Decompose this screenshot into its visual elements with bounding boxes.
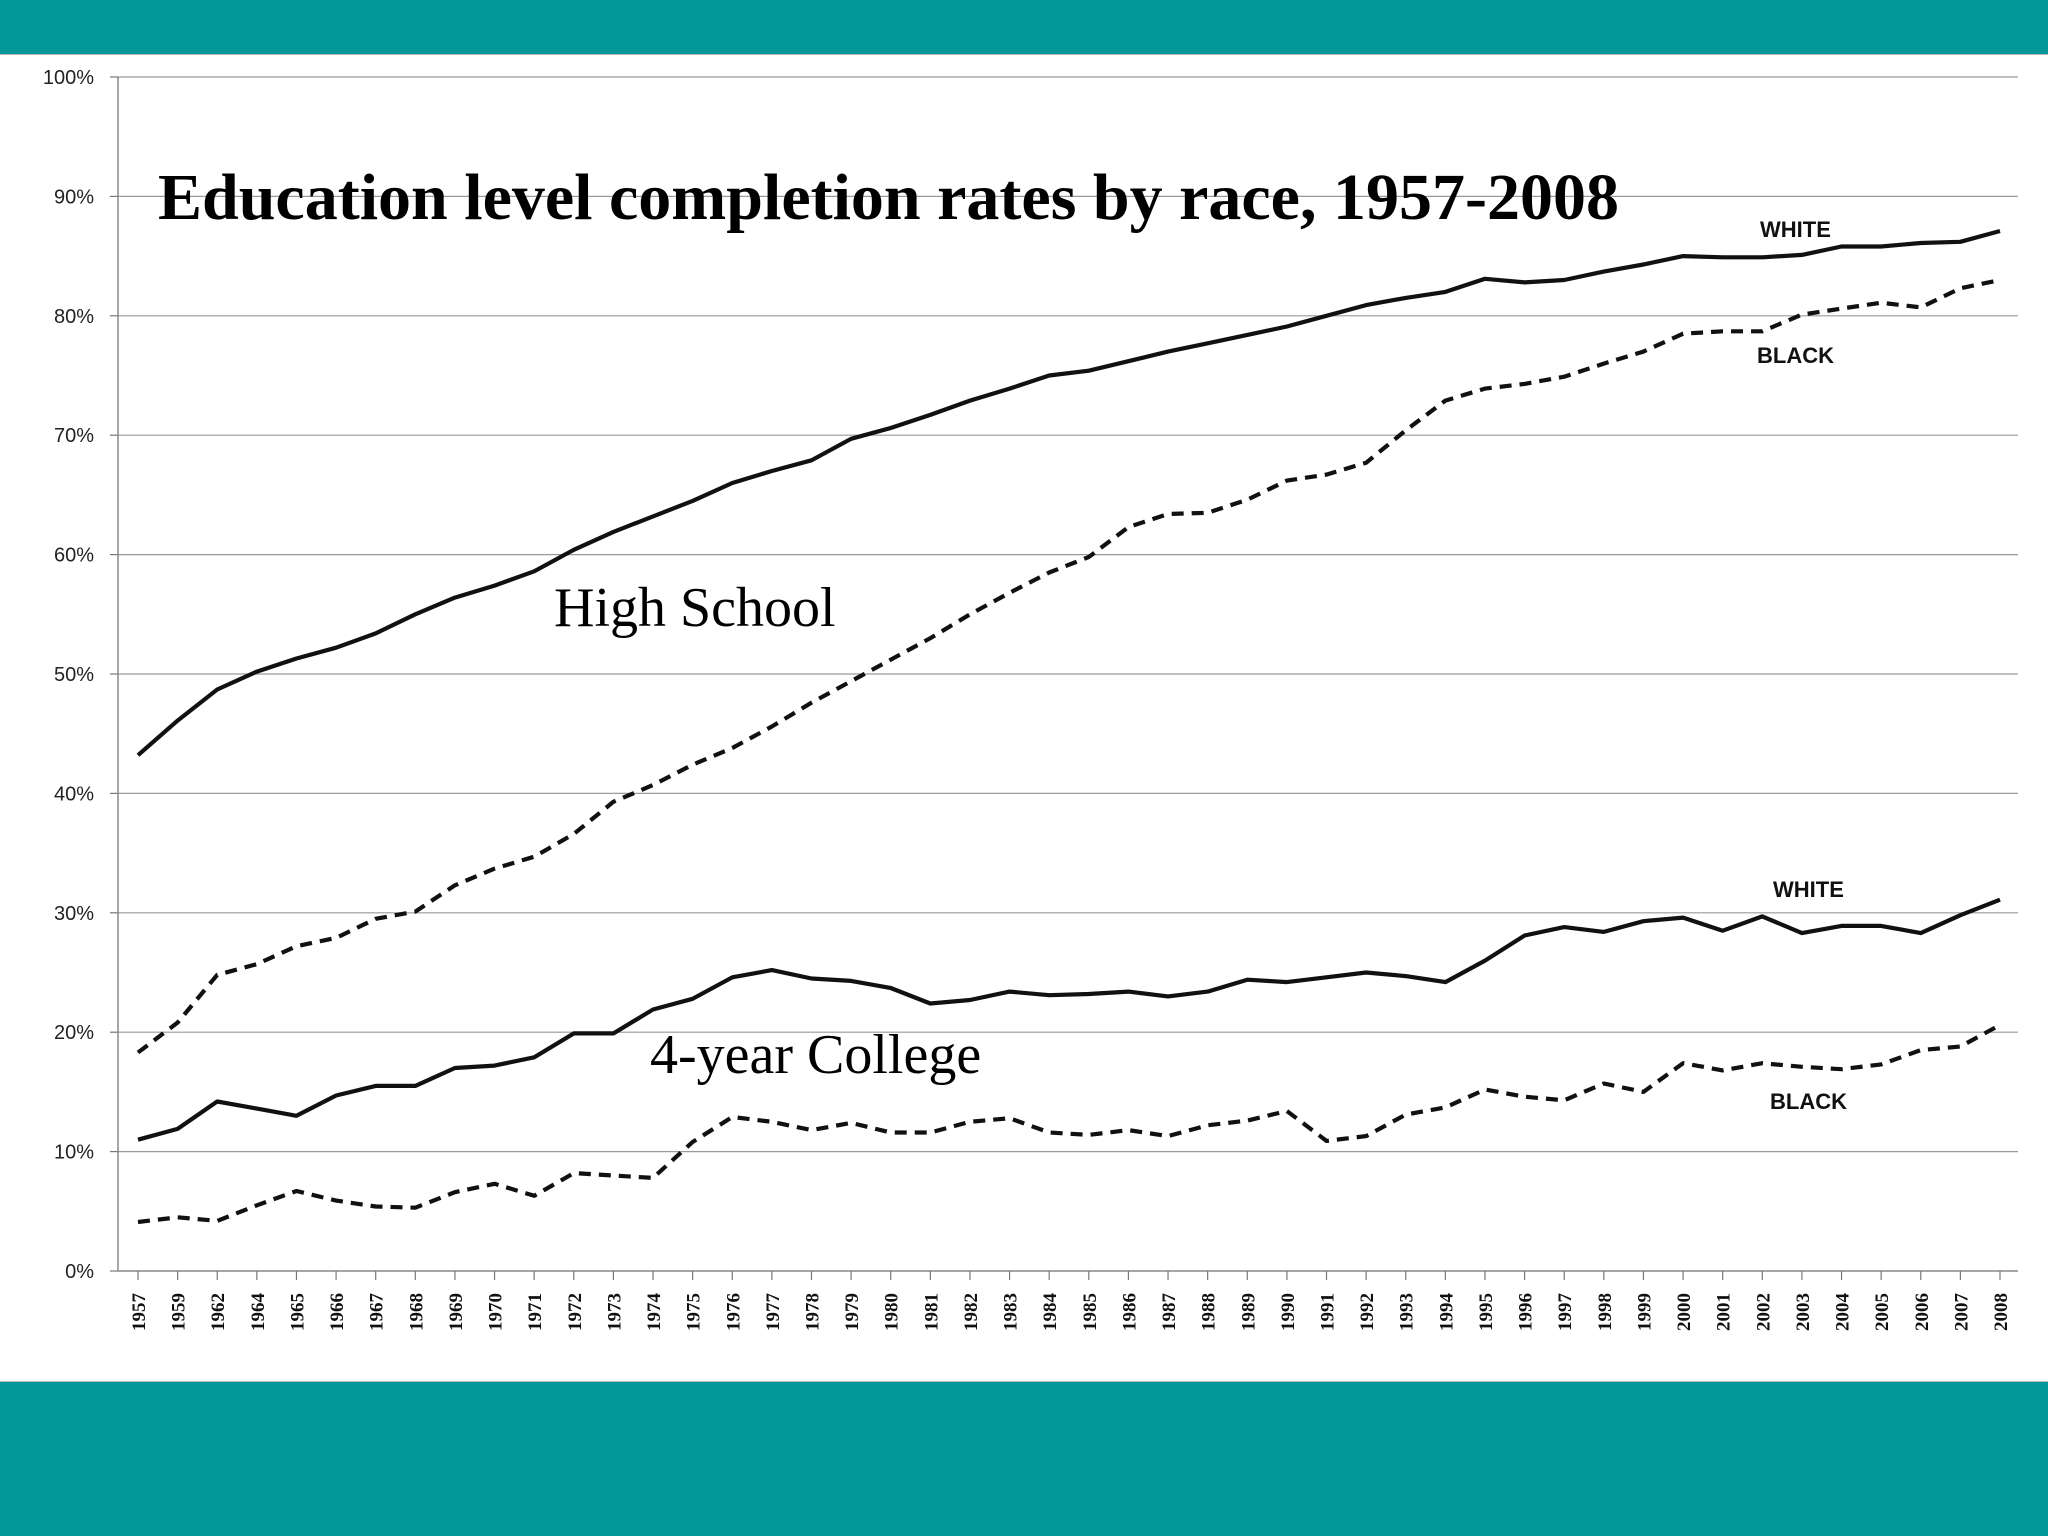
x-tick-label: 1996 [1516,1293,1537,1331]
x-tick-label: 1962 [208,1293,229,1331]
y-tick-label: 30% [54,903,94,925]
y-tick-label: 70% [54,425,94,447]
x-tick-label: 1968 [406,1293,427,1331]
x-tick-label: 1965 [287,1293,308,1331]
x-tick-label: 1957 [129,1293,150,1332]
x-tick-label: 1969 [446,1293,467,1331]
group-label-4-year-college: 4-year College [650,1024,981,1086]
y-tick-label: 40% [54,783,94,805]
y-tick-label: 0% [65,1261,94,1283]
series-line-3-black-college [137,1023,2002,1225]
series-line-1-black-high-school [136,277,2001,1055]
y-tick-label: 100% [43,67,94,89]
x-tick-label: 1988 [1199,1293,1220,1331]
x-tick-label: 1970 [486,1293,507,1331]
y-tick-label: 60% [54,545,94,567]
x-tick-label: 1995 [1476,1293,1497,1331]
x-tick-label: 1998 [1595,1293,1616,1331]
x-tick-label: 2007 [1951,1293,1972,1332]
x-tick-label: 2000 [1674,1293,1695,1331]
x-tick-label: 1975 [684,1293,705,1331]
x-tick-label: 2003 [1793,1293,1814,1331]
x-tick-label: 1977 [763,1293,784,1332]
x-tick-label: 1971 [525,1293,546,1331]
y-tick-label: 20% [54,1022,94,1044]
x-tick-label: 1959 [169,1293,190,1331]
x-tick-label: 1976 [723,1293,744,1331]
x-tick-label: 1979 [842,1293,863,1331]
series-label-2: WHITE [1773,877,1844,902]
y-tick-label: 80% [54,306,94,328]
x-tick-label: 1967 [367,1293,388,1332]
x-tick-label: 1987 [1159,1293,1180,1332]
series-line-2-white-college [137,897,2001,1142]
x-tick-label: 2001 [1714,1293,1735,1331]
x-tick-label: 1966 [327,1293,348,1331]
x-tick-label: 1984 [1040,1293,1061,1332]
y-tick-label: 50% [54,664,94,686]
x-tick-label: 1964 [248,1293,269,1332]
x-tick-label: 1992 [1357,1293,1378,1331]
x-tick-label: 1997 [1555,1293,1576,1332]
x-tick-label: 1994 [1436,1293,1457,1332]
x-tick-label: 1982 [961,1293,982,1331]
x-tick-label: 1993 [1397,1293,1418,1331]
series-label-0: WHITE [1760,217,1831,242]
line-chart: 0% 10% 20% 30% 40% 50% 60% 70% 80% 90% 100% 1957 195… [43,67,2018,1332]
x-tick-label: 1989 [1238,1293,1259,1331]
x-tick-label: 2008 [1991,1293,2012,1331]
x-tick-label: 1999 [1634,1293,1655,1331]
x-tick-label: 1986 [1119,1293,1140,1331]
x-tick-label: 1972 [565,1293,586,1331]
series-label-3: BLACK [1770,1089,1847,1114]
x-tick-label: 1981 [921,1293,942,1331]
x-tick-label: 1985 [1080,1293,1101,1331]
series-label-1: BLACK [1757,343,1834,368]
x-tick-label: 1980 [882,1293,903,1331]
x-tick-label: 2005 [1872,1293,1893,1331]
chart-panel: 0% 10% 20% 30% 40% 50% 60% 70% 80% 90% 100% 1957 195… [0,54,2048,1382]
y-tick-label: 10% [54,1142,94,1164]
chart-title: Education level completion rates by race… [158,161,1619,234]
x-tick-label: 2002 [1753,1293,1774,1331]
y-tick-label: 90% [54,186,94,208]
x-tick-label: 1978 [802,1293,823,1331]
group-label-high-school: High School [554,577,836,639]
x-tick-label: 1991 [1318,1293,1339,1331]
x-tick-label: 2006 [1912,1293,1933,1331]
x-tick-label: 1974 [644,1293,665,1332]
x-tick-label: 1983 [1001,1293,1022,1331]
series-line-0-white-high-school [136,228,2001,757]
x-tick-label: 1973 [604,1293,625,1331]
x-tick-label: 1990 [1278,1293,1299,1331]
x-tick-label: 2004 [1833,1293,1854,1332]
